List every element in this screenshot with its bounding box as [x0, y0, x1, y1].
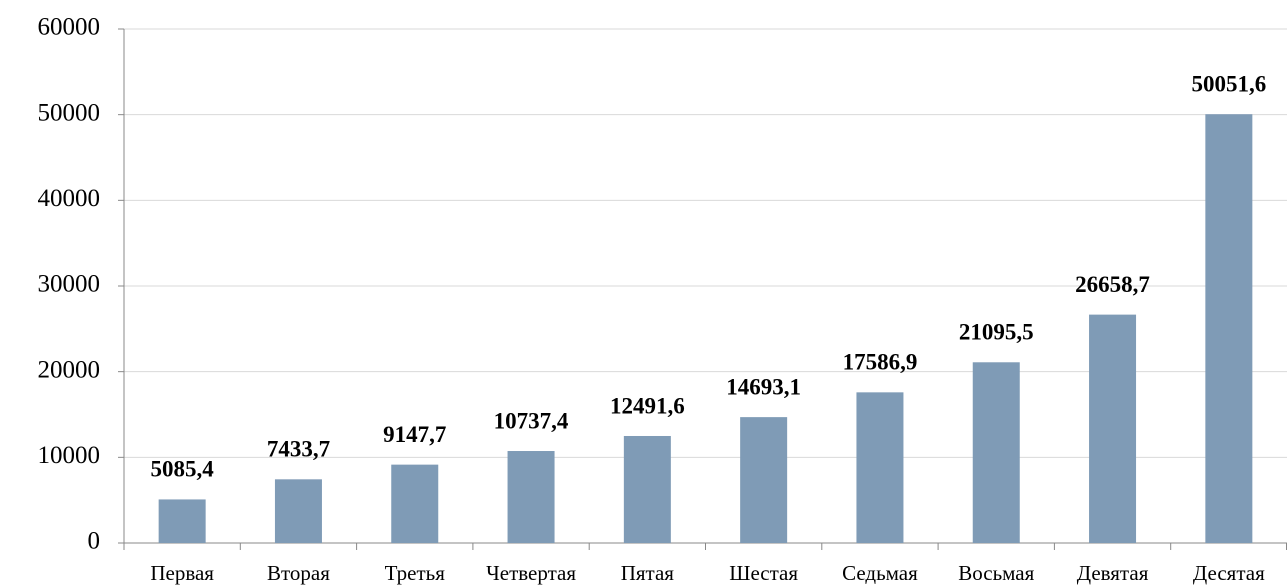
x-tick-label: Седьмая — [842, 561, 918, 585]
x-tick-label: Первая — [150, 561, 214, 585]
value-label: 10737,4 — [494, 408, 569, 433]
value-label: 21095,5 — [959, 320, 1034, 345]
x-tick-label: Вторая — [267, 561, 330, 585]
bar — [158, 499, 206, 543]
x-tick-label: Восьмая — [958, 561, 1034, 585]
bar — [623, 435, 671, 543]
y-tick-label: 40000 — [38, 185, 101, 212]
bar — [972, 362, 1020, 543]
bar — [740, 417, 788, 543]
value-label: 17586,9 — [843, 350, 918, 375]
y-tick-label: 60000 — [38, 14, 101, 41]
value-label: 26658,7 — [1075, 272, 1150, 297]
y-tick-label: 10000 — [38, 442, 101, 469]
bar — [1089, 314, 1137, 543]
value-label: 5085,4 — [151, 457, 215, 482]
bar — [391, 464, 439, 543]
x-tick-label: Десятая — [1193, 561, 1265, 585]
x-tick-label: Пятая — [621, 561, 675, 585]
value-label: 7433,7 — [267, 437, 330, 462]
x-tick-label: Третья — [385, 561, 446, 585]
x-tick-label: Четвертая — [486, 561, 576, 585]
x-tick-label: Шестая — [729, 561, 798, 585]
y-tick-label: 20000 — [38, 356, 101, 383]
bar — [274, 479, 322, 543]
value-label: 50051,6 — [1191, 72, 1266, 97]
y-tick-label: 30000 — [38, 271, 101, 298]
bar — [507, 451, 555, 543]
value-label: 14693,1 — [726, 374, 801, 399]
y-tick-label: 0 — [88, 528, 101, 555]
x-tick-label: Девятая — [1077, 561, 1149, 585]
bar — [1205, 114, 1253, 544]
bar — [856, 392, 904, 543]
y-tick-label: 50000 — [38, 99, 101, 126]
value-label: 9147,7 — [383, 422, 446, 447]
value-label: 12491,6 — [610, 393, 685, 418]
